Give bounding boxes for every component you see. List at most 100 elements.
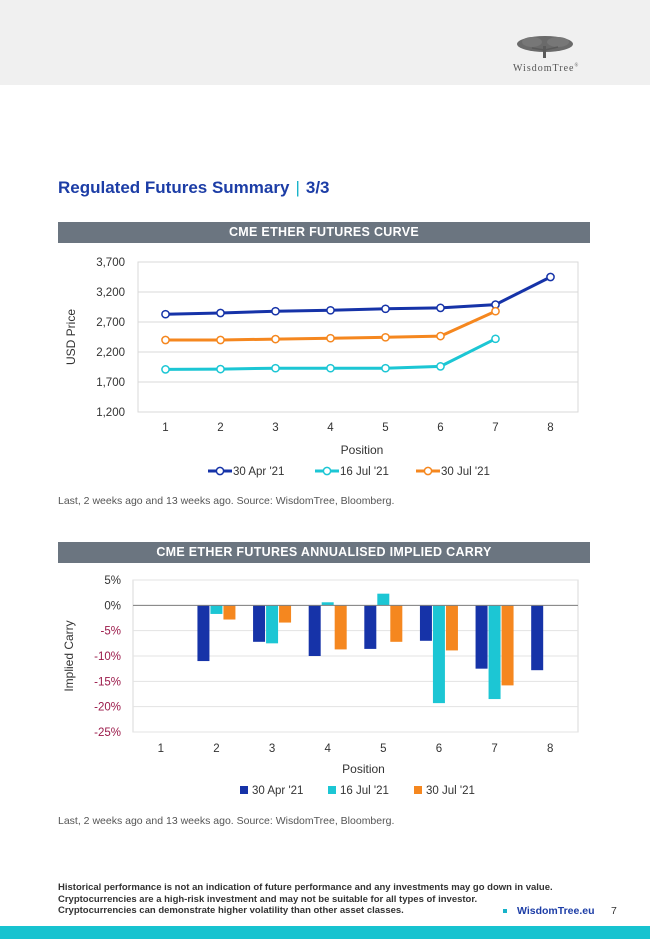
bar	[445, 605, 458, 651]
x-tick-label: 2	[217, 422, 223, 434]
x-tick-label: 3	[269, 743, 275, 755]
bar	[419, 605, 432, 641]
futures-curve-line-chart: 1,200 1,700 2,200 2,700 3,200 3,700 1 2 3 4 5 6 7 8 Po…	[64, 257, 579, 478]
y-tick-label: -10%	[94, 651, 121, 663]
website-link[interactable]: WisdomTree.eu	[503, 905, 595, 917]
bar	[364, 605, 377, 649]
bar	[334, 605, 347, 650]
bar	[432, 605, 445, 704]
y-tick-label: 0%	[104, 600, 121, 612]
y-tick-label: 1,700	[96, 377, 125, 389]
bar	[531, 605, 544, 671]
bar	[321, 602, 334, 606]
y-tick-label: 5%	[104, 575, 121, 587]
y-axis-title: USD Price	[64, 309, 78, 365]
data-point	[436, 331, 445, 341]
data-point	[546, 272, 555, 282]
disclaimer-line: Historical performance is not an indicat…	[58, 882, 553, 893]
disclaimer: Historical performance is not an indicat…	[58, 882, 553, 917]
bar	[253, 605, 266, 642]
legend-swatch	[328, 786, 336, 794]
wisdomtree-tree-logo-icon	[517, 36, 573, 58]
data-point	[216, 364, 225, 374]
data-point	[491, 306, 500, 316]
legend-label: 30 Jul '21	[426, 785, 475, 797]
data-point	[271, 306, 280, 316]
bar	[266, 605, 279, 644]
disclaimer-line: Cryptocurrencies can demonstrate higher …	[58, 905, 404, 916]
page-number: 7	[611, 905, 617, 917]
chart2-title-banner: CME ETHER FUTURES ANNUALISED IMPLIED CAR…	[58, 542, 590, 563]
data-point	[161, 365, 170, 374]
bar	[390, 605, 403, 642]
x-tick-label: 6	[436, 743, 442, 755]
page-title: Regulated Futures Summary | 3/3	[58, 178, 330, 198]
chart1-title-banner: CME ETHER FUTURES CURVE	[58, 222, 590, 243]
legend-swatch	[414, 786, 422, 794]
y-tick-label: 1,200	[96, 407, 125, 419]
x-tick-label: 1	[162, 422, 168, 434]
y-tick-label: 3,700	[96, 257, 125, 269]
x-tick-label: 4	[324, 743, 331, 755]
x-tick-label: 1	[158, 743, 164, 755]
bar	[377, 593, 390, 606]
x-tick-label: 6	[437, 422, 443, 434]
legend-label: 30 Apr '21	[252, 785, 303, 797]
x-tick-label: 2	[213, 743, 219, 755]
series-line	[165, 275, 552, 316]
x-tick-label: 5	[380, 743, 386, 755]
legend-label: 30 Jul '21	[441, 466, 490, 478]
x-tick-label: 5	[382, 422, 388, 434]
x-tick-label: 8	[547, 422, 553, 434]
data-point	[271, 334, 280, 344]
x-tick-label: 4	[327, 422, 334, 434]
data-point	[381, 363, 390, 373]
y-tick-label: 2,700	[96, 317, 125, 329]
page-title-part: 3/3	[305, 178, 330, 197]
legend-swatch	[240, 786, 248, 794]
legend-label: 16 Jul '21	[340, 785, 389, 797]
disclaimer-line: Cryptocurrencies are a high-risk investm…	[58, 893, 478, 905]
x-tick-label: 7	[491, 743, 497, 755]
legend-label: 16 Jul '21	[340, 466, 389, 478]
data-point	[436, 362, 445, 371]
y-tick-label: 3,200	[96, 287, 125, 299]
x-tick-label: 3	[272, 422, 278, 434]
y-axis-title: Implied Carry	[62, 620, 76, 691]
legend-marker	[322, 466, 332, 476]
chart1-source-note: Last, 2 weeks ago and 13 weeks ago. Sour…	[58, 495, 395, 507]
data-point	[326, 333, 335, 343]
bar	[223, 605, 236, 620]
title-separator: |	[295, 178, 300, 197]
bar	[488, 605, 501, 700]
bar	[475, 605, 488, 669]
y-tick-label: -5%	[101, 626, 121, 638]
data-point	[271, 363, 280, 373]
data-point	[436, 303, 445, 313]
chart2-source-note: Last, 2 weeks ago and 13 weeks ago. Sour…	[58, 815, 395, 827]
data-point	[491, 334, 500, 344]
bottom-band	[0, 926, 650, 939]
implied-carry-bar-chart: 5% 0% -5% -10% -15% -20% -25% 1 2 3 4 5 6 7 8 Position I…	[62, 575, 579, 797]
data-point	[161, 309, 170, 319]
bullet-icon	[503, 909, 507, 914]
y-tick-label: -25%	[94, 727, 121, 739]
legend-marker	[215, 466, 225, 476]
data-point	[161, 335, 170, 345]
data-point	[216, 335, 225, 345]
x-tick-label: 8	[547, 743, 553, 755]
bar	[210, 605, 223, 614]
data-point	[216, 308, 225, 318]
x-tick-label: 7	[492, 422, 498, 434]
data-point	[326, 305, 335, 315]
bar	[501, 605, 514, 686]
brand-wordmark: WisdomTree®	[513, 63, 580, 74]
bar	[197, 605, 210, 662]
legend-marker	[423, 466, 433, 476]
y-tick-label: 2,200	[96, 347, 125, 359]
legend-label: 30 Apr '21	[233, 466, 284, 478]
data-point	[381, 304, 390, 314]
bar	[308, 605, 321, 656]
bar	[279, 605, 292, 623]
y-tick-label: -15%	[94, 676, 121, 688]
